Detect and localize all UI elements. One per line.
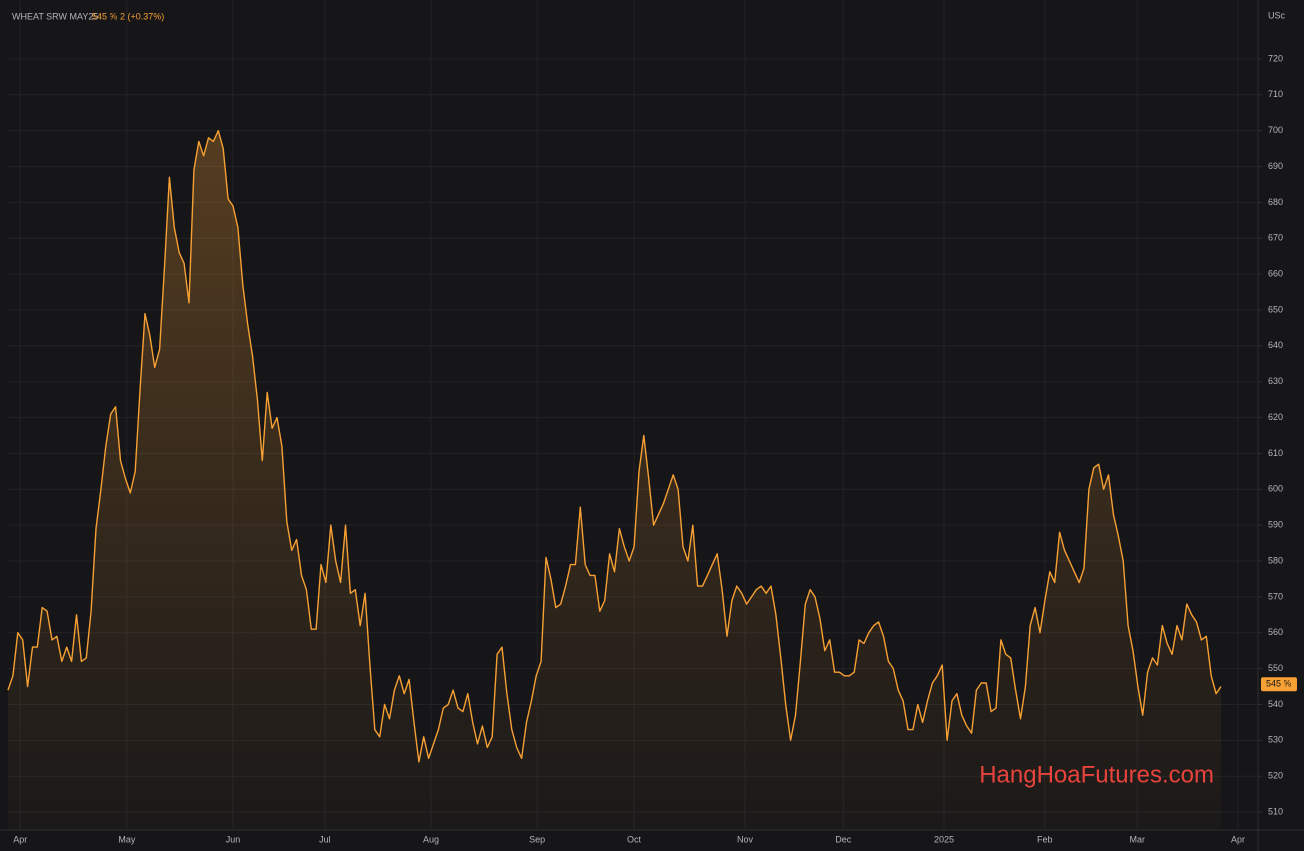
y-tick-label: 550 [1268,663,1283,673]
y-tick-label: 640 [1268,340,1283,350]
x-tick-label: Jun [226,834,241,844]
x-tick-label: Mar [1129,834,1145,844]
x-tick-label: Apr [13,834,27,844]
chart-title: WHEAT SRW MAY25 [12,11,98,21]
y-tick-label: 670 [1268,233,1283,243]
y-tick-label: 700 [1268,125,1283,135]
area-fill [8,130,1221,830]
y-tick-label: 660 [1268,268,1283,278]
x-tick-label: Nov [737,834,754,844]
x-tick-label: Jul [319,834,331,844]
change: 2 (+0.37%) [120,11,164,21]
x-tick-label: May [118,834,136,844]
x-tick-label: Aug [423,834,439,844]
y-tick-label: 540 [1268,699,1283,709]
y-tick-label: 520 [1268,771,1283,781]
last-price: 545 ⅝ [92,11,118,21]
last-price-tag-label: 545 ⅝ [1266,679,1292,689]
plot [7,130,1222,830]
x-tick-label: Apr [1231,834,1245,844]
watermark: HangHoaFutures.com [979,761,1214,788]
x-tick-label: Feb [1037,834,1053,844]
y-tick-label: 630 [1268,376,1283,386]
x-tick-label: Dec [835,834,852,844]
y-tick-label: 650 [1268,304,1283,314]
y-tick-label: 510 [1268,806,1283,816]
y-tick-label: 720 [1268,53,1283,63]
y-tick-label: 560 [1268,627,1283,637]
y-tick-label: 590 [1268,520,1283,530]
y-tick-label: 620 [1268,412,1283,422]
y-tick-label: 570 [1268,591,1283,601]
y-tick-label: 530 [1268,735,1283,745]
y-tick-label: 580 [1268,555,1283,565]
x-tick-label: 2025 [934,834,954,844]
y-tick-label: 600 [1268,484,1283,494]
price-line [7,130,1222,763]
x-tick-label: Oct [627,834,642,844]
unit-label: USc [1268,10,1286,20]
y-tick-label: 710 [1268,89,1283,99]
last-price-tag [1261,677,1297,692]
y-tick-label: 680 [1268,197,1283,207]
y-tick-label: 690 [1268,161,1283,171]
y-tick-label: 610 [1268,448,1283,458]
x-tick-label: Sep [529,834,545,844]
